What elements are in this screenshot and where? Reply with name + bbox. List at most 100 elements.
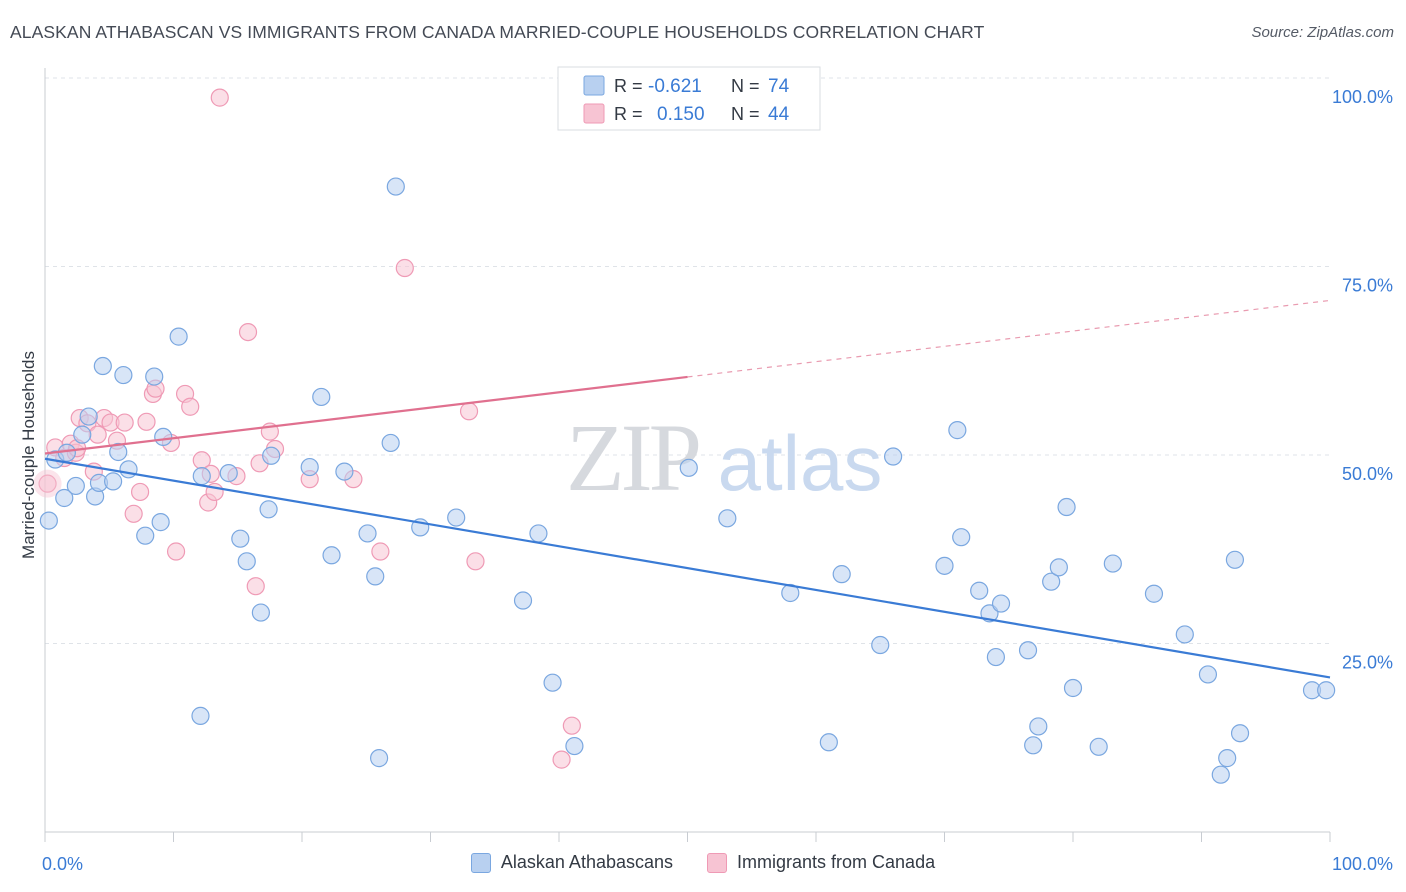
alaskan-athabascans-point-74 (1317, 681, 1336, 700)
alaskan-athabascans-point-29 (312, 387, 331, 407)
legend-swatch-alaskan-athabascans (470, 852, 491, 873)
alaskan-athabascans-point-60 (1042, 572, 1061, 591)
immigrants-from-canada-point-37 (371, 542, 390, 561)
alaskan-athabascans-point-62 (1057, 497, 1076, 517)
alaskan-athabascans-point-28 (300, 457, 319, 477)
legend-item-alaskan-athabascans: Alaskan Athabascans (470, 852, 674, 873)
y-tick-label-3: 75.0% (1342, 276, 1393, 296)
legend-stats: R = -0.621 N = 74 R = 0.150 N = 44 (557, 66, 821, 131)
legend-swatch-blue (583, 75, 605, 96)
alaskan-athabascans-point-55 (986, 647, 1006, 667)
watermark: ZIP atlas (566, 404, 882, 511)
immigrants-from-canada-point-42 (552, 750, 571, 769)
trend-line-immigrants-from-canada (44, 375, 688, 455)
y-tick-label-2: 50.0% (1342, 464, 1393, 484)
alaskan-athabascans-point-19 (169, 327, 188, 346)
x-tick-label-max: 100.0% (1332, 854, 1393, 874)
grid-lines (45, 77, 1330, 644)
alaskan-athabascans-point-6 (73, 425, 92, 444)
alaskan-athabascans-point-66 (1144, 584, 1164, 603)
legend-r-label-2: R = (614, 104, 643, 124)
immigrants-from-canada-point-16 (130, 482, 150, 502)
alaskan-athabascans-point-65 (1103, 554, 1122, 573)
alaskan-athabascans-point-51 (948, 421, 967, 440)
alaskan-athabascans-point-64 (1089, 737, 1108, 756)
alaskan-athabascans-point-42 (565, 736, 584, 756)
alaskan-athabascans-point-57 (1018, 641, 1038, 660)
immigrants-from-canada-point-39 (459, 402, 479, 421)
alaskan-athabascans-point-7 (79, 407, 98, 426)
legend-n-label-1: N = (731, 76, 760, 96)
alaskan-athabascans-point-47 (832, 565, 851, 584)
alaskan-athabascans-point-24 (237, 552, 256, 571)
alaskan-athabascans-point-22 (219, 463, 238, 483)
legend-bottom: Alaskan Athabascans Immigrants from Cana… (0, 852, 1406, 873)
immigrants-from-canada-point-38 (395, 258, 414, 278)
alaskan-athabascans-point-35 (381, 433, 400, 453)
immigrants-from-canada-point-21 (166, 542, 186, 561)
legend-swatch-immigrants-from-canada (707, 852, 728, 873)
alaskan-athabascans-point-50 (935, 556, 954, 575)
alaskan-athabascans-point-36 (386, 177, 405, 196)
alaskan-athabascans-point-25 (251, 603, 270, 622)
trend-lines (44, 299, 1331, 679)
legend-label-alaskan-athabascans: Alaskan Athabascans (500, 852, 674, 872)
legend-r-value-2: 0.150 (657, 104, 705, 125)
immigrants-from-canada-point-41 (562, 716, 581, 735)
alaskan-athabascans-point-71 (1225, 550, 1245, 569)
alaskan-athabascans-point-52 (952, 528, 971, 547)
immigrants-from-canada-point-15 (124, 504, 143, 523)
legend-n-label-2: N = (731, 104, 760, 124)
alaskan-athabascans-point-16 (145, 367, 164, 386)
alaskan-athabascans-point-30 (322, 546, 341, 565)
alaskan-athabascans-point-18 (154, 427, 173, 447)
alaskan-athabascans-point-27 (262, 446, 281, 465)
legend-item-immigrants-from-canada: Immigrants from Canada (707, 852, 935, 873)
alaskan-athabascans-point-49 (883, 447, 903, 466)
alaskan-athabascans-point-69 (1211, 765, 1230, 784)
alaskan-athabascans-point-48 (871, 635, 890, 655)
trend-line-alaskan-athabascans (44, 457, 1331, 679)
alaskan-athabascans-point-10 (93, 356, 112, 376)
immigrants-from-canada-point-10 (88, 425, 107, 444)
watermark-atlas: atlas (718, 419, 883, 507)
immigrants-from-canada-point-23 (181, 397, 200, 416)
alaskan-athabascans-point-40 (529, 524, 548, 543)
alaskan-athabascans-point-33 (366, 567, 385, 586)
alaskan-athabascans-point-5 (66, 476, 85, 496)
alaskan-athabascans-point-13 (114, 365, 133, 385)
alaskan-athabascans-point-15 (136, 526, 155, 545)
alaskan-athabascans-point-53 (970, 581, 989, 600)
alaskan-athabascans-point-38 (447, 508, 466, 527)
alaskan-athabascans-point-4 (57, 443, 76, 462)
y-tick-label-1: 25.0% (1342, 653, 1393, 673)
alaskan-athabascans-point-34 (370, 749, 389, 768)
alaskan-athabascans-point-61 (1049, 558, 1068, 577)
alaskan-athabascans-point-56 (991, 594, 1011, 613)
alaskan-athabascans-point-70 (1218, 749, 1237, 768)
legend-label-immigrants-from-canada: Immigrants from Canada (737, 852, 936, 872)
chart-source: Source: ZipAtlas.com (1251, 24, 1394, 41)
immigrants-from-canada-point-40 (466, 552, 485, 571)
y-axis-label: Married-couple Households (19, 351, 38, 559)
watermark-zip: ZIP (566, 404, 699, 511)
immigrants-from-canada-point-31 (246, 577, 265, 596)
legend-swatch-pink (583, 103, 605, 124)
alaskan-athabascans-point-44 (718, 509, 737, 528)
legend-n-value-2: 44 (768, 104, 790, 125)
axes (44, 68, 1331, 842)
immigrants-from-canada-point-17 (137, 412, 156, 431)
series-alaskan-athabascans-points (39, 177, 1336, 784)
alaskan-athabascans-point-67 (1175, 625, 1194, 644)
alaskan-athabascans-point-21 (192, 467, 211, 486)
legend-n-value-1: 74 (768, 76, 790, 97)
alaskan-athabascans-point-26 (259, 500, 278, 519)
alaskan-athabascans-point-32 (358, 524, 377, 543)
alaskan-athabascans-point-3 (55, 488, 74, 508)
alaskan-athabascans-point-17 (151, 513, 170, 532)
tick-labels: 25.0% 50.0% 75.0% 100.0% 0.0% 100.0% (42, 87, 1393, 874)
legend-r-label-1: R = (614, 76, 643, 96)
immigrants-from-canada-point-large (33, 469, 62, 498)
alaskan-athabascans-point-41 (543, 673, 562, 692)
